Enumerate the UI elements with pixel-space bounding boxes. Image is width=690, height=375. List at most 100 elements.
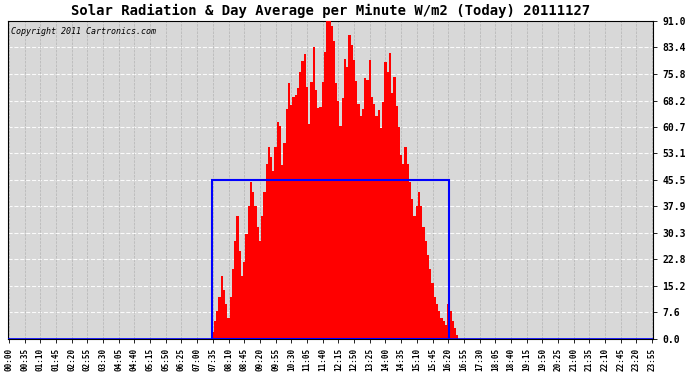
Bar	[270, 157, 273, 339]
Bar	[431, 283, 433, 339]
Bar	[427, 255, 429, 339]
Bar	[246, 234, 248, 339]
Bar	[413, 216, 415, 339]
Bar	[335, 82, 337, 339]
Bar	[299, 72, 302, 339]
Bar	[344, 59, 346, 339]
Bar	[420, 206, 422, 339]
Bar	[288, 83, 290, 339]
Bar	[382, 102, 384, 339]
Bar	[373, 104, 375, 339]
Bar	[324, 52, 326, 339]
Bar	[449, 311, 451, 339]
Bar	[362, 108, 364, 339]
Bar	[273, 171, 275, 339]
Bar	[331, 26, 333, 339]
Bar	[308, 124, 310, 339]
Bar	[228, 318, 230, 339]
Bar	[237, 216, 239, 339]
Bar	[268, 147, 270, 339]
Bar	[456, 335, 458, 339]
Bar	[277, 122, 279, 339]
Bar	[317, 108, 319, 339]
Bar	[409, 182, 411, 339]
Bar	[353, 60, 355, 339]
Bar	[402, 164, 404, 339]
Bar	[397, 127, 400, 339]
Bar	[212, 180, 449, 339]
Bar	[351, 45, 353, 339]
Bar	[346, 67, 348, 339]
Title: Solar Radiation & Day Average per Minute W/m2 (Today) 20111127: Solar Radiation & Day Average per Minute…	[71, 4, 590, 18]
Bar	[257, 227, 259, 339]
Bar	[355, 81, 357, 339]
Bar	[250, 182, 252, 339]
Bar	[243, 262, 246, 339]
Bar	[212, 332, 214, 339]
Bar	[230, 297, 232, 339]
Bar	[297, 88, 299, 339]
Bar	[282, 165, 284, 339]
Bar	[424, 241, 427, 339]
Bar	[322, 82, 324, 339]
Bar	[393, 77, 395, 339]
Bar	[436, 304, 438, 339]
Bar	[293, 97, 295, 339]
Bar	[411, 199, 413, 339]
Bar	[223, 290, 225, 339]
Bar	[266, 164, 268, 339]
Bar	[214, 321, 216, 339]
Text: Copyright 2011 Cartronics.com: Copyright 2011 Cartronics.com	[11, 27, 156, 36]
Bar	[440, 318, 442, 339]
Bar	[400, 155, 402, 339]
Bar	[386, 72, 388, 339]
Bar	[339, 126, 342, 339]
Bar	[415, 206, 418, 339]
Bar	[304, 54, 306, 339]
Bar	[302, 60, 304, 339]
Bar	[454, 328, 456, 339]
Bar	[328, 21, 331, 339]
Bar	[371, 97, 373, 339]
Bar	[310, 82, 313, 339]
Bar	[326, 21, 328, 339]
Bar	[384, 62, 386, 339]
Bar	[366, 80, 368, 339]
Bar	[418, 192, 420, 339]
Bar	[315, 90, 317, 339]
Bar	[359, 116, 362, 339]
Bar	[234, 241, 237, 339]
Bar	[275, 147, 277, 339]
Bar	[219, 297, 221, 339]
Bar	[216, 311, 219, 339]
Bar	[290, 105, 293, 339]
Bar	[248, 206, 250, 339]
Bar	[264, 192, 266, 339]
Bar	[259, 241, 261, 339]
Bar	[319, 106, 322, 339]
Bar	[284, 144, 286, 339]
Bar	[377, 110, 380, 339]
Bar	[221, 276, 223, 339]
Bar	[333, 40, 335, 339]
Bar	[261, 216, 264, 339]
Bar	[252, 192, 255, 339]
Bar	[375, 116, 377, 339]
Bar	[348, 35, 351, 339]
Bar	[364, 78, 366, 339]
Bar	[391, 93, 393, 339]
Bar	[357, 104, 359, 339]
Bar	[295, 95, 297, 339]
Bar	[433, 297, 436, 339]
Bar	[368, 60, 371, 339]
Bar	[306, 87, 308, 339]
Bar	[451, 321, 454, 339]
Bar	[395, 106, 397, 339]
Bar	[404, 147, 406, 339]
Bar	[232, 269, 234, 339]
Bar	[380, 128, 382, 339]
Bar	[342, 98, 344, 339]
Bar	[337, 102, 339, 339]
Bar	[447, 304, 449, 339]
Bar	[429, 269, 431, 339]
